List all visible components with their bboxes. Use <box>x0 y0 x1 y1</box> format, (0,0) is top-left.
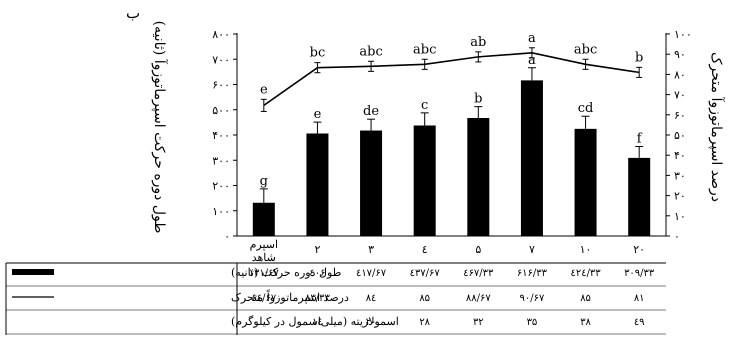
bar-significance-letter: f <box>637 132 643 147</box>
left-tick-label: ۴۰۰ <box>212 129 230 142</box>
left-tick-label: ۵۰۰ <box>212 104 230 117</box>
bar <box>574 128 597 236</box>
table-cell: ۱٤ <box>312 317 323 328</box>
table-cell: ۶۱۶/۳۳ <box>517 268 548 279</box>
right-tick-label: ۷۰ <box>674 89 686 102</box>
table-cell: ۳۲ <box>473 317 484 328</box>
bar-significance-letter: e <box>314 107 322 122</box>
left-tick-label: ۳۰۰ <box>212 154 230 167</box>
bar <box>413 125 436 236</box>
left-tick-label: ۶۰۰ <box>212 79 230 92</box>
x-tick-label: ۲ <box>314 243 320 256</box>
table-cell: ٤۱۷/۶۷ <box>356 268 387 279</box>
table-cell: ۹۰/۶۷ <box>520 293 545 304</box>
line-significance-letter: bc <box>310 46 326 61</box>
bar <box>360 130 383 236</box>
table-cell: ۳۵ <box>527 317 538 328</box>
x-tick-label: ۲۰ <box>633 243 645 256</box>
line-significance-letter: e <box>260 82 268 97</box>
bar <box>252 202 275 236</box>
bar <box>467 117 490 236</box>
right-tick-label: ۱۰۰ <box>674 28 692 41</box>
right-tick-label: ۹۰ <box>674 48 686 61</box>
x-tick-label: ۱۰ <box>580 243 592 256</box>
table-cell: ۲۸ <box>419 317 430 328</box>
table-cell: ٤۳۷/۶۷ <box>410 268 441 279</box>
table-row-label: درصد اسپرماتوزواً متحرک <box>231 289 349 304</box>
bar <box>520 80 543 236</box>
table-cell: ٤۰۶ <box>309 268 325 279</box>
bar-significance-letter: b <box>474 92 482 107</box>
y-axis-label-right: درصد اسپرماتوزوآ متحرک <box>708 52 726 202</box>
table-cell: ٤۶۷/۳۳ <box>463 268 494 279</box>
table-cell: ۳۸ <box>580 317 591 328</box>
x-tick-label: ۳ <box>368 243 374 256</box>
table-row-label: اسمولاریته (میلی‌اسمول در کیلوگرم) <box>231 315 399 328</box>
left-tick-label: ۸۰۰ <box>212 28 230 41</box>
line-significance-letter: abc <box>413 42 436 57</box>
x-tick-label: ٤ <box>422 243 428 256</box>
left-tick-label: ۱۰۰ <box>212 205 230 218</box>
table-cell: ۶٤/۶۷ <box>251 293 276 304</box>
right-tick-label: ۲۰ <box>674 190 686 203</box>
line-significance-letter: abc <box>574 42 597 57</box>
right-tick-label: ۴۰ <box>674 149 686 162</box>
y-axis-label-left: طول دوره حرکت اسپرماتوزوآ (ثانیه) <box>151 21 169 234</box>
bar-significance-letter: de <box>363 104 379 119</box>
line-significance-letter: ab <box>470 35 486 50</box>
line-significance-letter: b <box>635 50 643 65</box>
right-tick-label: ۳۰ <box>674 169 686 182</box>
x-tick-label: ۷ <box>529 243 535 256</box>
bar-significance-letter: cd <box>578 101 594 116</box>
bar-significance-letter: c <box>421 98 428 113</box>
left-tick-label: ۰ <box>224 230 230 243</box>
left-tick-label: ۲۰۰ <box>212 180 230 193</box>
table-cell: ۸۵ <box>419 293 430 304</box>
left-tick-label: ۷۰۰ <box>212 53 230 66</box>
table-cell: ٤۲٤/۳۳ <box>570 268 601 279</box>
bar <box>306 133 329 236</box>
table-cell: ۱۳۱/۶۷ <box>249 268 280 279</box>
legend-bar-swatch <box>12 269 54 275</box>
table-row-label: طول دوره حرکت (ثانیه) <box>231 266 342 279</box>
line-series <box>263 52 640 107</box>
table-cell: ٤۹ <box>634 317 645 328</box>
x-tick-label: ۵ <box>475 243 481 256</box>
table-cell: ۸۱ <box>634 293 645 304</box>
bar <box>628 157 651 236</box>
panel-label: ب <box>126 4 140 22</box>
table-cell: ۸۸/۶۷ <box>466 293 491 304</box>
right-tick-label: ۱۰ <box>674 210 686 223</box>
line-significance-letter: abc <box>359 44 382 59</box>
x-tick-label: اسپرم شاهد <box>250 238 278 264</box>
right-tick-label: ۵۰ <box>674 129 686 142</box>
right-tick-label: ۸۰ <box>674 68 686 81</box>
table-cell: ۸۳/۳۳ <box>305 293 330 304</box>
table-cell: ۸۵ <box>580 293 591 304</box>
bar-significance-letter: a <box>528 53 536 68</box>
table-cell: ۳۰۹/۳۳ <box>624 268 655 279</box>
line-significance-letter: a <box>528 31 536 46</box>
right-tick-label: ۰ <box>674 230 680 243</box>
bar-significance-letter: g <box>260 174 268 189</box>
table-cell: ۲۰ <box>366 317 377 328</box>
table-cell: ۸٤ <box>366 293 377 304</box>
right-tick-label: ۶۰ <box>674 109 686 122</box>
